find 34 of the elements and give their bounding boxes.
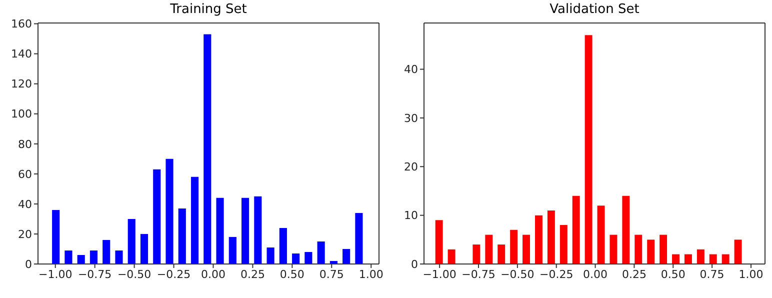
chart-title: Validation Set — [548, 2, 640, 17]
y-tick-label: 140 — [11, 48, 32, 61]
y-tick-label: 30 — [404, 112, 418, 125]
x-tick-label: 0.50 — [280, 268, 304, 281]
x-tick-label: −1.00 — [38, 268, 72, 281]
x-tick-label: 0.00 — [583, 268, 608, 281]
x-tick-label: 0.00 — [200, 268, 226, 281]
x-tick-label: 0.50 — [660, 268, 686, 281]
y-tick-label: 120 — [11, 78, 32, 91]
y-tick-label: 0 — [25, 258, 32, 271]
y-tick-label: 100 — [11, 108, 32, 121]
x-tick-label: 0.75 — [319, 268, 344, 281]
x-tick-label: 1.00 — [358, 268, 384, 281]
y-tick-label: 20 — [404, 160, 418, 174]
y-tick-label: 80 — [18, 138, 32, 151]
chart-title: Training Set — [169, 2, 248, 17]
x-tick-label: 0.75 — [700, 268, 724, 281]
x-tick-label: −1.00 — [422, 268, 456, 281]
y-tick-label: 60 — [18, 168, 32, 181]
x-tick-label: 0.25 — [240, 268, 265, 281]
y-tick-label: 10 — [404, 209, 418, 222]
x-tick-label: −0.50 — [117, 268, 152, 281]
x-tick-label: −0.75 — [78, 268, 112, 281]
x-tick-label: 1.00 — [738, 268, 764, 281]
y-tick-label: 20 — [18, 228, 32, 241]
x-tick-label: −0.25 — [539, 268, 574, 281]
y-tick-label: 40 — [404, 63, 418, 76]
x-tick-label: −0.50 — [500, 268, 534, 281]
y-tick-label: 160 — [11, 18, 32, 31]
x-tick-label: 0.25 — [622, 268, 646, 281]
x-tick-label: −0.75 — [462, 268, 496, 281]
y-tick-label: 0 — [411, 258, 418, 271]
y-tick-label: 40 — [18, 198, 32, 211]
x-tick-label: −0.25 — [156, 268, 191, 281]
